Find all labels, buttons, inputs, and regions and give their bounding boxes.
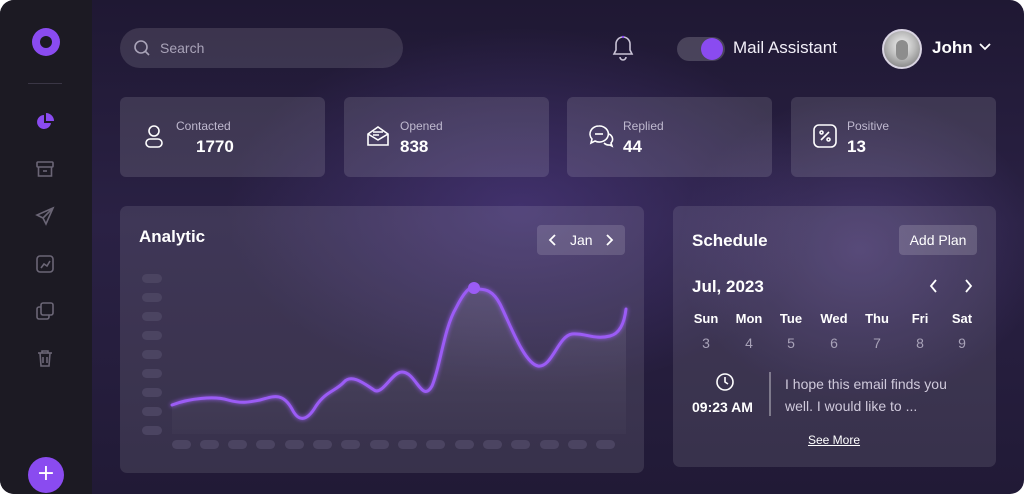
chart-series-line xyxy=(170,286,628,420)
x-tick-placeholder xyxy=(483,440,502,449)
y-tick-placeholder xyxy=(142,369,162,378)
sidebar: + xyxy=(0,0,92,494)
percent-icon xyxy=(811,122,839,150)
stat-label: Replied xyxy=(623,119,664,133)
open-mail-icon xyxy=(364,122,392,150)
weekday-label: Fri xyxy=(911,311,929,326)
clock-icon xyxy=(716,373,734,391)
stat-card-positive: Positive 13 xyxy=(791,97,996,177)
y-tick-placeholder xyxy=(142,331,162,340)
sidebar-divider xyxy=(28,83,62,84)
chevron-down-icon[interactable] xyxy=(978,42,992,52)
y-axis-placeholders xyxy=(142,274,162,435)
stat-label: Opened xyxy=(400,119,443,133)
send-icon[interactable] xyxy=(34,205,56,227)
stat-card-opened: Opened 838 xyxy=(344,97,549,177)
stat-label: Contacted xyxy=(176,119,231,133)
calendar-month: Jul, 2023 xyxy=(692,277,764,296)
calendar-day[interactable]: 4 xyxy=(745,335,753,351)
month-selector: Jan xyxy=(537,225,625,255)
stat-value: 44 xyxy=(623,137,642,156)
add-button[interactable]: + xyxy=(28,457,64,493)
chevron-left-icon[interactable] xyxy=(547,234,559,246)
x-axis-placeholders xyxy=(172,440,615,449)
calendar-day[interactable]: 7 xyxy=(873,335,881,351)
x-tick-placeholder xyxy=(511,440,530,449)
event-text: I hope this email finds you well. I woul… xyxy=(785,376,947,414)
weekday-label: Sun xyxy=(693,311,719,326)
toggle-label: Mail Assistant xyxy=(733,38,837,57)
y-tick-placeholder xyxy=(142,407,162,416)
x-tick-placeholder xyxy=(200,440,219,449)
calendar-day[interactable]: 6 xyxy=(830,335,838,351)
stat-value: 13 xyxy=(847,137,866,156)
search-icon xyxy=(134,40,150,56)
chevron-right-icon[interactable] xyxy=(603,234,615,246)
trash-icon[interactable] xyxy=(34,347,56,369)
dashboard-pie-icon[interactable] xyxy=(34,111,56,133)
y-tick-placeholder xyxy=(142,274,162,283)
weekday-label: Thu xyxy=(865,311,889,326)
avatar[interactable] xyxy=(882,29,922,69)
chart-peak-marker[interactable] xyxy=(468,282,480,294)
weekday-label: Wed xyxy=(820,311,848,326)
weekday-label: Sat xyxy=(951,311,973,326)
weekday-label: Mon xyxy=(735,311,763,326)
x-tick-placeholder xyxy=(313,440,332,449)
schedule-title: Schedule xyxy=(692,231,768,250)
x-tick-placeholder xyxy=(285,440,304,449)
x-tick-placeholder xyxy=(398,440,417,449)
analytic-title: Analytic xyxy=(139,227,206,246)
stat-value: 838 xyxy=(400,137,429,156)
x-tick-placeholder xyxy=(172,440,191,449)
y-tick-placeholder xyxy=(142,350,162,359)
analytic-panel: Analytic Jan xyxy=(120,206,644,473)
x-tick-placeholder xyxy=(596,440,615,449)
y-tick-placeholder xyxy=(142,388,162,397)
x-tick-placeholder xyxy=(455,440,474,449)
toggle-knob xyxy=(701,38,723,60)
x-tick-placeholder xyxy=(341,440,360,449)
y-tick-placeholder xyxy=(142,426,162,435)
weekday-label: Tue xyxy=(779,311,803,326)
calendar-day[interactable]: 5 xyxy=(787,335,795,351)
logo-icon[interactable] xyxy=(32,28,60,56)
calendar-day[interactable]: 9 xyxy=(958,335,966,351)
user-name[interactable]: John xyxy=(932,38,973,57)
month-label: Jan xyxy=(570,232,593,248)
calendar-day[interactable]: 3 xyxy=(702,335,710,351)
chevron-left-icon[interactable] xyxy=(928,279,940,293)
mail-assistant-toggle[interactable] xyxy=(677,37,725,61)
x-tick-placeholder xyxy=(540,440,559,449)
search-bar[interactable] xyxy=(120,28,403,68)
copy-icon[interactable] xyxy=(34,300,56,322)
x-tick-placeholder xyxy=(228,440,247,449)
analytic-chart xyxy=(142,274,628,449)
add-plan-button[interactable]: Add Plan xyxy=(899,225,977,255)
calendar-day[interactable]: 8 xyxy=(916,335,924,351)
notification-bell-icon[interactable] xyxy=(610,34,636,62)
chevron-right-icon[interactable] xyxy=(962,279,974,293)
event-divider xyxy=(769,372,771,416)
stat-label: Positive xyxy=(847,119,890,133)
see-more-link[interactable]: See More xyxy=(808,433,861,447)
reply-chat-icon xyxy=(587,122,615,150)
stat-card-replied: Replied 44 xyxy=(567,97,772,177)
event-time: 09:23 AM xyxy=(692,399,753,415)
stat-card-contacted: Contacted 1770 xyxy=(120,97,325,177)
search-input[interactable] xyxy=(160,28,390,68)
chart-report-icon[interactable] xyxy=(34,253,56,275)
archive-icon[interactable] xyxy=(34,158,56,180)
user-icon xyxy=(140,122,168,150)
x-tick-placeholder xyxy=(426,440,445,449)
x-tick-placeholder xyxy=(568,440,587,449)
x-tick-placeholder xyxy=(370,440,389,449)
chart-area-fill xyxy=(172,287,626,434)
y-tick-placeholder xyxy=(142,293,162,302)
schedule-panel: Schedule Add Plan Jul, 2023 Sun Mon Tue … xyxy=(673,206,996,467)
x-tick-placeholder xyxy=(256,440,275,449)
stat-value: 1770 xyxy=(196,137,234,156)
y-tick-placeholder xyxy=(142,312,162,321)
